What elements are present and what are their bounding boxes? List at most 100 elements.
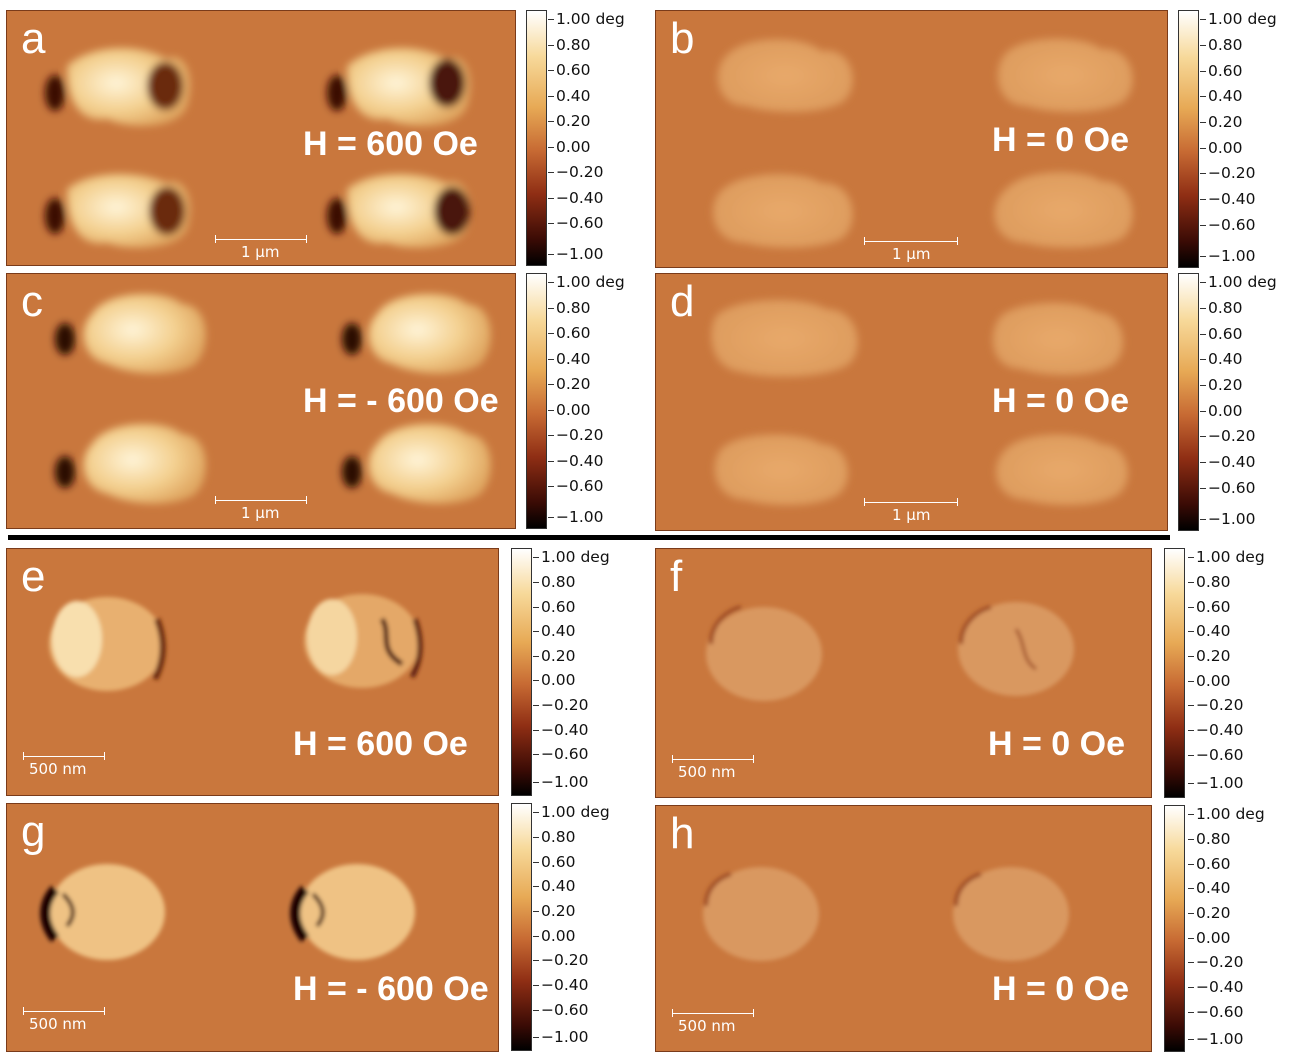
mfm-image-c (55, 293, 491, 504)
tick: 0.00 (1188, 672, 1231, 690)
tick: −0.60 (1200, 479, 1256, 497)
tick: 0.80 (1200, 299, 1243, 317)
panel-label: a (21, 14, 46, 63)
field-label: H = 0 Oe (992, 970, 1130, 1008)
tick: −0.20 (1200, 427, 1256, 445)
tick: 0.00 (548, 401, 591, 419)
tick: 0.60 (1200, 325, 1243, 343)
tick: 0.40 (533, 877, 576, 895)
tick: 0.20 (1188, 647, 1231, 665)
tick: 0.60 (548, 324, 591, 342)
tick: −0.60 (1200, 216, 1256, 234)
tick: 0.80 (548, 299, 591, 317)
tick: −1.00 (1200, 510, 1256, 528)
colorbar-h (1164, 805, 1185, 1052)
tick: −0.40 (1200, 190, 1256, 208)
panel-d-image: d H = 0 Oe 1 µm (655, 273, 1168, 531)
panel-label: g (21, 807, 46, 856)
scale-label: 1 µm (892, 245, 931, 263)
field-label: H = 600 Oe (303, 125, 478, 163)
tick: −1.00 (1200, 247, 1256, 265)
field-label: H = 0 Oe (988, 725, 1126, 763)
tick: 0.00 (533, 927, 576, 945)
colorbar-d (1178, 273, 1199, 531)
tick: 0.20 (533, 902, 576, 920)
scale-label: 1 µm (241, 504, 280, 522)
tick: 0.20 (548, 375, 591, 393)
tick: 0.40 (548, 87, 591, 105)
tick: 0.80 (1188, 830, 1231, 848)
tick: 0.20 (1200, 113, 1243, 131)
tick: −0.20 (1200, 164, 1256, 182)
tick: 1.00 deg (533, 803, 610, 821)
tick: 0.40 (548, 350, 591, 368)
panel-label: e (21, 552, 46, 601)
panel-c-image: c H = - 600 Oe 1 µm (6, 273, 516, 529)
tick: −0.20 (1188, 953, 1244, 971)
tick: 0.40 (1188, 879, 1231, 897)
mfm-image-f (706, 602, 1074, 701)
field-label: H = 0 Oe (992, 382, 1130, 420)
tick: −0.60 (548, 214, 604, 232)
tick: 0.60 (533, 853, 576, 871)
tick: 0.20 (533, 647, 576, 665)
colorbar-f (1164, 548, 1185, 798)
field-label: H = 0 Oe (992, 121, 1130, 159)
tick: −0.40 (548, 189, 604, 207)
panel-e-image: e H = 600 Oe 500 nm (6, 548, 499, 796)
colorbar-g (511, 803, 532, 1051)
tick: −0.20 (548, 426, 604, 444)
tick: 0.60 (1188, 598, 1231, 616)
tick: −1.00 (1188, 774, 1244, 792)
tick: 0.00 (1188, 929, 1231, 947)
tick: −0.40 (1188, 978, 1244, 996)
colorbar-c (526, 273, 547, 529)
tick: −0.20 (533, 951, 589, 969)
tick: 1.00 deg (1188, 548, 1265, 566)
tick: −0.60 (548, 477, 604, 495)
tick: 0.00 (1200, 402, 1243, 420)
tick: −0.40 (533, 721, 589, 739)
panel-label: d (670, 277, 695, 326)
panel-label: f (670, 552, 683, 601)
tick: 0.00 (548, 138, 591, 156)
tick: −1.00 (533, 1028, 589, 1046)
colorbar-e (511, 548, 532, 796)
tick: 0.80 (1188, 573, 1231, 591)
scale-label: 500 nm (29, 760, 87, 778)
panel-f-image: f H = 0 Oe 500 nm (655, 548, 1152, 798)
tick: 1.00 deg (1200, 273, 1277, 291)
field-label: H = 600 Oe (293, 725, 468, 763)
tick: 0.20 (548, 112, 591, 130)
tick: 0.60 (1200, 62, 1243, 80)
colorbar-a (526, 10, 547, 266)
section-divider (8, 535, 1170, 540)
field-label: H = - 600 Oe (293, 970, 489, 1008)
field-label: H = - 600 Oe (303, 382, 499, 420)
tick: −0.40 (1188, 721, 1244, 739)
tick: 0.80 (533, 828, 576, 846)
mfm-image-d (711, 299, 1128, 506)
scale-label: 500 nm (29, 1015, 87, 1033)
tick: −1.00 (533, 773, 589, 791)
tick: 0.40 (1188, 622, 1231, 640)
panel-label: c (21, 277, 43, 326)
tick: 1.00 deg (548, 10, 625, 28)
tick: −0.20 (548, 163, 604, 181)
tick: 0.40 (1200, 350, 1243, 368)
tick: −1.00 (548, 508, 604, 526)
tick: −0.20 (533, 696, 589, 714)
tick: 0.40 (533, 622, 576, 640)
panel-b-image: b H = 0 Oe 1 µm (655, 10, 1168, 268)
scale-label: 500 nm (678, 763, 736, 781)
panel-g-image: g H = - 600 Oe 500 nm (6, 803, 499, 1052)
tick: 0.60 (533, 598, 576, 616)
scale-label: 1 µm (892, 506, 931, 524)
tick: 1.00 deg (1188, 805, 1265, 823)
tick: −0.60 (533, 1001, 589, 1019)
tick: 1.00 deg (533, 548, 610, 566)
tick: 0.80 (548, 36, 591, 54)
tick: 0.60 (1188, 855, 1231, 873)
panel-label: h (670, 809, 695, 858)
colorbar-b (1178, 10, 1199, 268)
